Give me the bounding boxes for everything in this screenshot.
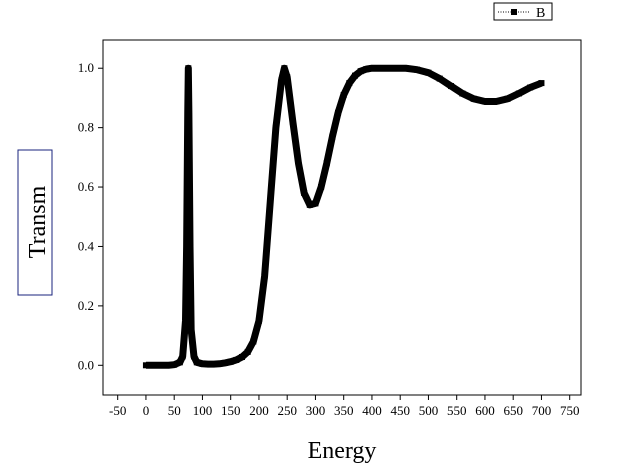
marker xyxy=(323,160,330,167)
marker xyxy=(301,189,308,196)
x-tick-label: 700 xyxy=(532,403,552,418)
marker xyxy=(436,75,443,82)
x-tick-label: 100 xyxy=(193,403,213,418)
marker xyxy=(185,65,192,72)
marker xyxy=(481,98,488,105)
marker xyxy=(193,359,200,366)
x-tick-label: 750 xyxy=(560,403,580,418)
marker xyxy=(515,90,522,97)
marker xyxy=(278,77,285,84)
marker xyxy=(159,362,166,369)
x-tick-label: 600 xyxy=(475,403,495,418)
marker xyxy=(538,80,545,87)
marker xyxy=(470,95,477,102)
marker xyxy=(391,65,398,72)
marker xyxy=(335,109,342,116)
marker xyxy=(493,98,500,105)
marker xyxy=(363,66,370,73)
x-tick-label: 550 xyxy=(447,403,467,418)
marker xyxy=(185,109,192,116)
marker xyxy=(255,317,262,324)
x-tick-label: 0 xyxy=(143,403,150,418)
marker xyxy=(187,243,194,250)
x-tick-label: 450 xyxy=(390,403,410,418)
marker xyxy=(222,359,229,366)
x-tick-label: 650 xyxy=(503,403,523,418)
series-line xyxy=(145,64,543,369)
marker xyxy=(199,360,206,367)
marker xyxy=(182,317,189,324)
marker xyxy=(205,361,212,368)
plot-frame xyxy=(102,39,582,396)
marker xyxy=(289,118,296,125)
marker xyxy=(171,361,178,368)
marker xyxy=(210,361,217,368)
x-tick-label: 400 xyxy=(362,403,382,418)
marker xyxy=(227,358,234,365)
marker xyxy=(368,65,375,72)
marker xyxy=(188,326,195,333)
marker xyxy=(357,68,364,75)
y-tick-label: 0.6 xyxy=(78,179,95,194)
marker xyxy=(148,362,155,369)
marker xyxy=(504,95,511,102)
marker xyxy=(216,360,223,367)
x-tick-label: 500 xyxy=(419,403,439,418)
x-tick-label: 350 xyxy=(334,403,354,418)
y-label-box xyxy=(17,149,53,296)
marker xyxy=(165,362,172,369)
marker xyxy=(340,91,347,98)
marker xyxy=(306,201,313,208)
marker xyxy=(425,69,432,76)
x-axis-label: Energy xyxy=(308,438,377,464)
x-tick-label: -50 xyxy=(109,403,126,418)
marker xyxy=(380,65,387,72)
x-tick-label: 50 xyxy=(168,403,181,418)
marker xyxy=(459,90,466,97)
marker xyxy=(190,353,197,360)
marker xyxy=(284,74,291,81)
marker xyxy=(402,65,409,72)
marker xyxy=(154,362,161,369)
marker xyxy=(238,353,245,360)
marker xyxy=(329,133,336,140)
y-axis-label: Transm xyxy=(25,185,51,258)
marker xyxy=(527,84,534,91)
marker xyxy=(142,362,149,369)
marker xyxy=(318,184,325,191)
y-tick-label: 0.4 xyxy=(78,238,95,253)
marker xyxy=(281,65,288,72)
y-tick-label: 0.0 xyxy=(78,357,94,372)
marker xyxy=(272,124,279,131)
marker xyxy=(176,359,183,366)
marker xyxy=(312,200,319,207)
marker xyxy=(295,160,302,167)
marker xyxy=(346,80,353,87)
x-tick-label: 300 xyxy=(306,403,326,418)
marker xyxy=(351,72,358,79)
marker xyxy=(261,273,268,280)
marker xyxy=(179,353,186,360)
x-tick-label: 200 xyxy=(249,403,269,418)
y-tick-label: 1.0 xyxy=(78,60,94,75)
marker xyxy=(233,356,240,363)
y-tick-label: 0.8 xyxy=(78,120,94,135)
y-tick-label: 0.2 xyxy=(78,298,94,313)
marker xyxy=(448,83,455,90)
marker xyxy=(414,66,421,73)
x-tick-label: 250 xyxy=(277,403,297,418)
marker xyxy=(267,198,274,205)
marker xyxy=(244,348,251,355)
x-tick-label: 150 xyxy=(221,403,241,418)
legend-label: B xyxy=(536,6,545,21)
marker xyxy=(183,243,190,250)
marker xyxy=(250,338,257,345)
legend-marker xyxy=(511,9,517,15)
